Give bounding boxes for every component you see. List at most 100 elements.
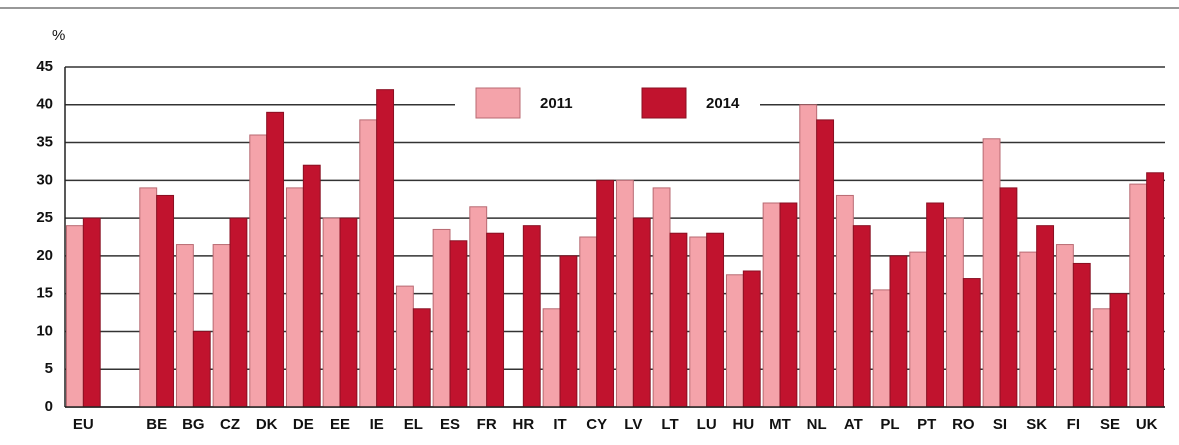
bar — [652, 187, 671, 408]
y-tick-label: 40 — [36, 96, 53, 113]
bar — [469, 206, 488, 408]
y-tick-label: 45 — [36, 58, 53, 75]
bar — [1109, 293, 1128, 408]
bar — [175, 244, 194, 408]
bar — [156, 194, 175, 408]
x-tick-label: PT — [917, 416, 936, 433]
bar — [1036, 225, 1055, 408]
bar — [779, 202, 798, 408]
bar — [412, 308, 431, 408]
legend-swatch — [475, 87, 521, 119]
bar — [449, 240, 468, 408]
x-tick-label: LV — [624, 416, 642, 433]
bar — [725, 274, 744, 408]
x-tick-label: PL — [880, 416, 899, 433]
x-tick-label: MT — [769, 416, 791, 433]
y-axis-label: % — [52, 27, 65, 44]
bar — [542, 308, 561, 408]
x-tick-label: BE — [146, 416, 167, 433]
x-tick-label: DK — [256, 416, 278, 433]
y-tick-label: 35 — [36, 134, 53, 151]
bar — [926, 202, 945, 408]
bar — [322, 217, 341, 408]
bar — [359, 119, 378, 408]
x-tick-label: RO — [952, 416, 975, 433]
y-tick-label: 20 — [36, 247, 53, 264]
bar — [579, 236, 598, 408]
x-tick-label: EE — [330, 416, 350, 433]
legend-label: 2014 — [706, 95, 740, 112]
x-tick-label: IE — [370, 416, 384, 433]
bar — [889, 255, 908, 408]
y-tick-label: 5 — [45, 360, 53, 377]
x-tick-label: BG — [182, 416, 205, 433]
x-tick-label: UK — [1136, 416, 1158, 433]
bar — [982, 138, 1001, 408]
bar — [522, 225, 541, 408]
bar — [249, 134, 268, 408]
bar — [835, 194, 854, 408]
x-tick-label: EL — [404, 416, 423, 433]
bar — [432, 228, 451, 408]
bar — [266, 111, 285, 408]
x-tick-label: IT — [553, 416, 566, 433]
x-tick-label: CZ — [220, 416, 240, 433]
x-tick-label: SI — [993, 416, 1007, 433]
bar — [229, 217, 248, 408]
bar — [192, 330, 211, 408]
bar — [669, 232, 688, 408]
bar — [945, 217, 964, 408]
x-tick-label: HR — [512, 416, 534, 433]
bar — [596, 179, 615, 408]
x-tick-label: DE — [293, 416, 314, 433]
bar — [376, 89, 395, 408]
bar — [706, 232, 725, 408]
bar — [632, 217, 651, 408]
bar — [689, 236, 708, 408]
x-tick-label: LT — [661, 416, 678, 433]
y-tick-label: 0 — [45, 398, 53, 415]
bar — [212, 244, 231, 408]
x-tick-label: CY — [586, 416, 607, 433]
x-tick-label: SE — [1100, 416, 1120, 433]
x-tick-label: ES — [440, 416, 460, 433]
bar — [139, 187, 158, 408]
x-tick-label: FI — [1067, 416, 1080, 433]
x-tick-label: NL — [807, 416, 827, 433]
bar — [1092, 308, 1111, 408]
bar — [742, 270, 761, 408]
x-tick-label: LU — [697, 416, 717, 433]
bar — [559, 255, 578, 408]
bar — [302, 164, 321, 408]
bar — [852, 225, 871, 408]
bar — [1055, 244, 1074, 408]
bar — [395, 285, 414, 408]
legend-swatch — [641, 87, 687, 119]
bar — [909, 251, 928, 408]
bar — [1072, 262, 1091, 408]
bar — [65, 225, 84, 408]
x-tick-label: EU — [73, 416, 94, 433]
bar — [285, 187, 304, 408]
y-tick-label: 15 — [36, 285, 53, 302]
legend-label: 2011 — [540, 95, 573, 112]
x-tick-label: HU — [732, 416, 754, 433]
x-tick-label: FR — [477, 416, 497, 433]
bar — [816, 119, 835, 408]
y-tick-label: 30 — [36, 171, 53, 188]
bar — [1129, 183, 1148, 408]
x-tick-label: SK — [1026, 416, 1047, 433]
bar — [82, 217, 101, 408]
bar — [762, 202, 781, 408]
bar — [872, 289, 891, 408]
bar — [799, 104, 818, 408]
bar — [1019, 251, 1038, 408]
bar — [1146, 172, 1165, 408]
y-tick-label: 25 — [36, 209, 53, 226]
bar — [486, 232, 505, 408]
bar — [615, 179, 634, 408]
bar — [339, 217, 358, 408]
y-tick-label: 10 — [36, 322, 53, 339]
x-tick-label: AT — [844, 416, 863, 433]
